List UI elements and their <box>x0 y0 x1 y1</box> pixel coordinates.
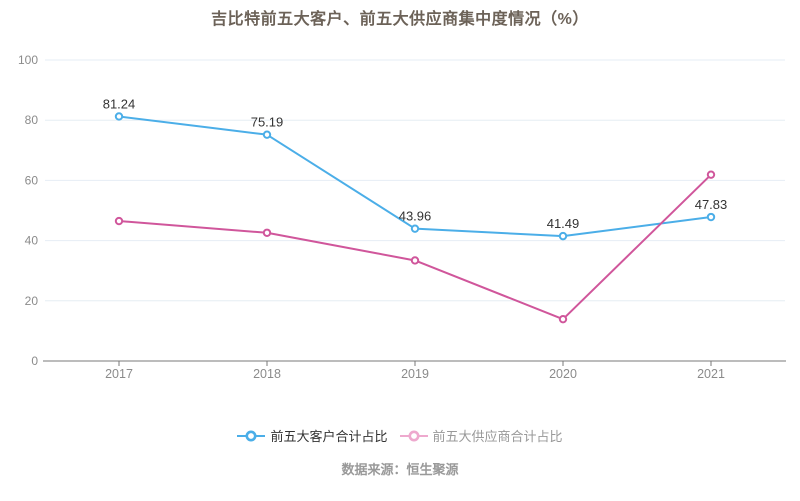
data-point-label: 75.19 <box>251 115 284 130</box>
legend-item-series-0[interactable]: 前五大客户合计占比 <box>237 426 388 445</box>
x-axis-tick-label: 2020 <box>549 367 577 381</box>
legend-item-series-1[interactable]: 前五大供应商合计占比 <box>399 426 563 445</box>
legend-line-marker-icon <box>399 430 428 441</box>
x-axis-tick-label: 2019 <box>401 367 429 381</box>
x-axis-tick-label: 2021 <box>697 367 725 381</box>
y-axis-tick-label: 20 <box>25 294 39 308</box>
data-point[interactable] <box>706 170 716 179</box>
legend-line-marker-icon <box>237 430 266 441</box>
y-axis-tick-label: 80 <box>25 113 39 127</box>
data-point-label: 41.49 <box>547 216 580 231</box>
x-axis-tick-label: 2018 <box>253 367 281 381</box>
chart-legend: 前五大客户合计占比 前五大供应商合计占比 <box>0 426 800 445</box>
data-point[interactable] <box>114 112 124 121</box>
data-point-label: 47.83 <box>695 197 728 212</box>
line-chart: 0 20 40 60 80 100 2017 2018 2019 2020 2021 81.24 75.… <box>18 53 786 381</box>
legend-label: 前五大供应商合计占比 <box>432 429 563 444</box>
chart-title: 吉比特前五大客户、前五大供应商集中度情况（%） <box>211 11 589 28</box>
data-point[interactable] <box>706 212 716 222</box>
data-point[interactable] <box>262 228 272 237</box>
data-point[interactable] <box>262 130 272 139</box>
data-point[interactable] <box>410 224 420 233</box>
data-point-label: 81.24 <box>103 96 136 111</box>
legend-label: 前五大客户合计占比 <box>270 429 388 444</box>
x-axis-tick-label: 2017 <box>105 367 133 381</box>
y-axis-tick-label: 100 <box>18 53 38 67</box>
data-point[interactable] <box>114 216 124 226</box>
y-axis-tick-label: 0 <box>31 354 38 368</box>
series-line <box>118 173 712 321</box>
data-point-label: 43.96 <box>399 209 432 224</box>
data-point[interactable] <box>558 314 568 324</box>
data-point[interactable] <box>558 231 568 241</box>
y-axis-tick-label: 60 <box>25 173 39 187</box>
y-axis-tick-label: 40 <box>25 234 39 248</box>
data-source-note: 数据来源：恒生聚源 <box>341 462 459 477</box>
data-point[interactable] <box>410 256 420 265</box>
